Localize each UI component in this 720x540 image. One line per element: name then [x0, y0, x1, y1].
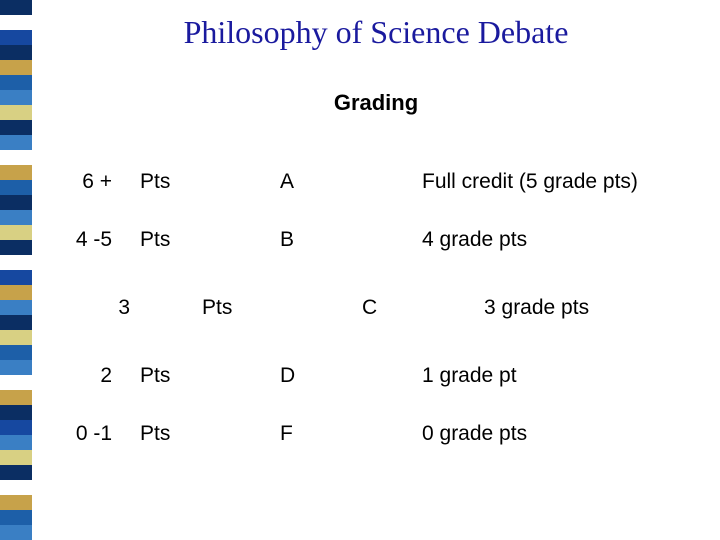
decorative-sidebar: [0, 0, 32, 540]
sidebar-stripe: [0, 135, 32, 150]
desc-cell: Full credit (5 grade pts): [422, 170, 638, 194]
grade-cell: B: [280, 228, 294, 252]
pts-cell: Pts: [140, 228, 170, 252]
table-row: 6 + Pts A Full credit (5 grade pts): [32, 170, 720, 198]
sidebar-stripe: [0, 450, 32, 465]
sidebar-stripe: [0, 75, 32, 90]
sidebar-stripe: [0, 510, 32, 525]
score-cell: 6 +: [82, 170, 112, 194]
slide-content: Philosophy of Science Debate Grading 6 +…: [32, 0, 720, 540]
score-cell: 2: [100, 364, 112, 388]
desc-cell: 1 grade pt: [422, 364, 517, 388]
score-cell: 4 -5: [76, 228, 112, 252]
grade-cell: C: [362, 296, 377, 320]
sidebar-stripe: [0, 195, 32, 210]
sidebar-stripe: [0, 105, 32, 120]
sidebar-stripe: [0, 360, 32, 375]
sidebar-stripe: [0, 15, 32, 30]
sidebar-stripe: [0, 60, 32, 75]
sidebar-stripe: [0, 300, 32, 315]
sidebar-stripe: [0, 180, 32, 195]
sidebar-stripe: [0, 225, 32, 240]
score-cell: 0 -1: [76, 422, 112, 446]
desc-cell: 3 grade pts: [484, 296, 589, 320]
pts-cell: Pts: [140, 170, 170, 194]
sidebar-stripe: [0, 30, 32, 45]
sidebar-stripe: [0, 375, 32, 390]
pts-cell: Pts: [202, 296, 232, 320]
sidebar-stripe: [0, 270, 32, 285]
pts-cell: Pts: [140, 364, 170, 388]
sidebar-stripe: [0, 420, 32, 435]
sidebar-stripe: [0, 390, 32, 405]
sidebar-stripe: [0, 465, 32, 480]
sidebar-stripe: [0, 90, 32, 105]
sidebar-stripe: [0, 150, 32, 165]
sidebar-stripe: [0, 525, 32, 540]
table-row: 4 -5 Pts B 4 grade pts: [32, 228, 720, 256]
sidebar-stripe: [0, 210, 32, 225]
sidebar-stripe: [0, 240, 32, 255]
sidebar-stripe: [0, 255, 32, 270]
sidebar-stripe: [0, 285, 32, 300]
grade-cell: D: [280, 364, 295, 388]
sidebar-stripe: [0, 165, 32, 180]
table-row: 3 Pts C 3 grade pts: [32, 296, 720, 324]
score-cell: 3: [118, 296, 130, 320]
grade-cell: F: [280, 422, 293, 446]
sidebar-stripe: [0, 330, 32, 345]
grade-cell: A: [280, 170, 294, 194]
sidebar-stripe: [0, 480, 32, 495]
desc-cell: 4 grade pts: [422, 228, 527, 252]
slide-subtitle: Grading: [32, 90, 720, 116]
table-row: 0 -1 Pts F 0 grade pts: [32, 422, 720, 450]
table-row: 2 Pts D 1 grade pt: [32, 364, 720, 392]
sidebar-stripe: [0, 405, 32, 420]
sidebar-stripe: [0, 345, 32, 360]
sidebar-stripe: [0, 315, 32, 330]
sidebar-stripe: [0, 0, 32, 15]
pts-cell: Pts: [140, 422, 170, 446]
desc-cell: 0 grade pts: [422, 422, 527, 446]
slide-title: Philosophy of Science Debate: [32, 14, 720, 51]
sidebar-stripe: [0, 435, 32, 450]
sidebar-stripe: [0, 45, 32, 60]
sidebar-stripe: [0, 120, 32, 135]
sidebar-stripe: [0, 495, 32, 510]
